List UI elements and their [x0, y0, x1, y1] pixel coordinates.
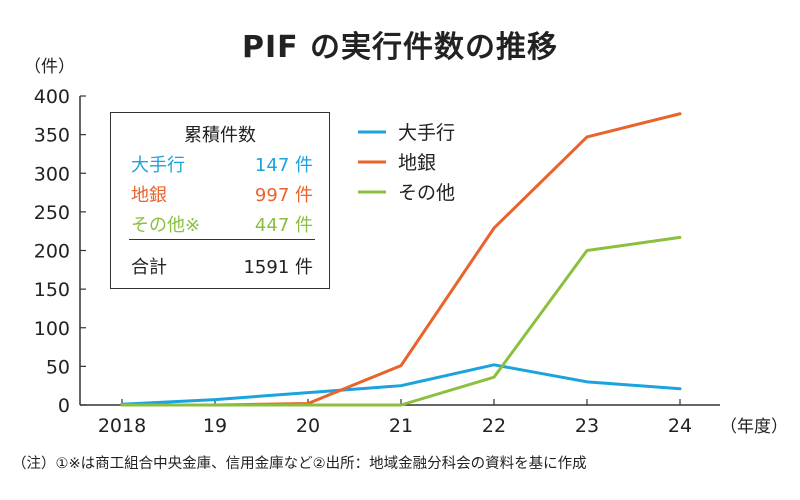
summary-label: 地銀 — [131, 185, 167, 206]
cumulative-summary-box: 累積件数 大手行 147 件 地銀 997 件 その他※ 447 件 合計 15… — [110, 112, 330, 289]
chart-title: PIF の実行件数の推移 — [241, 30, 559, 65]
summary-count: 447 件 — [254, 215, 313, 236]
summary-total-label: 合計 — [131, 257, 167, 278]
legend-label: その他 — [398, 182, 455, 204]
series-line-大手行 — [120, 363, 682, 406]
footnote: （注）①※は商工組合中央金庫、信用金庫など②出所：地域金融分科会の資料を基に作成 — [12, 456, 587, 472]
y-tick-label: 200 — [34, 241, 70, 263]
legend-label: 地銀 — [398, 152, 436, 174]
series-line-その他 — [120, 235, 682, 407]
y-tick-label: 150 — [34, 279, 70, 301]
y-tick-label: 50 — [46, 356, 70, 378]
summary-label: 大手行 — [131, 155, 185, 176]
x-tick-label: 2018 — [98, 415, 146, 437]
summary-label: その他※ — [131, 215, 201, 236]
y-tick-label: 400 — [34, 86, 70, 108]
legend-label: 大手行 — [398, 122, 455, 144]
x-axis-unit: （年度） — [720, 417, 788, 437]
y-tick-label: 100 — [34, 318, 70, 340]
y-tick-label: 300 — [34, 163, 70, 185]
y-tick-label: 250 — [34, 202, 70, 224]
summary-total-count: 1591 件 — [243, 257, 313, 278]
y-tick-label: 350 — [34, 125, 70, 147]
x-tick-label: 19 — [203, 415, 227, 437]
summary-header: 累積件数 — [184, 125, 256, 146]
x-tick-label: 21 — [389, 415, 413, 437]
y-tick-label: 0 — [58, 395, 70, 417]
y-axis-unit: （件） — [24, 57, 75, 77]
x-tick-label: 24 — [668, 415, 692, 437]
x-tick-label: 20 — [296, 415, 320, 437]
summary-divider — [129, 239, 315, 240]
x-tick-label: 23 — [575, 415, 599, 437]
summary-count: 997 件 — [254, 185, 313, 206]
summary-count: 147 件 — [254, 155, 313, 176]
x-tick-label: 22 — [482, 415, 506, 437]
